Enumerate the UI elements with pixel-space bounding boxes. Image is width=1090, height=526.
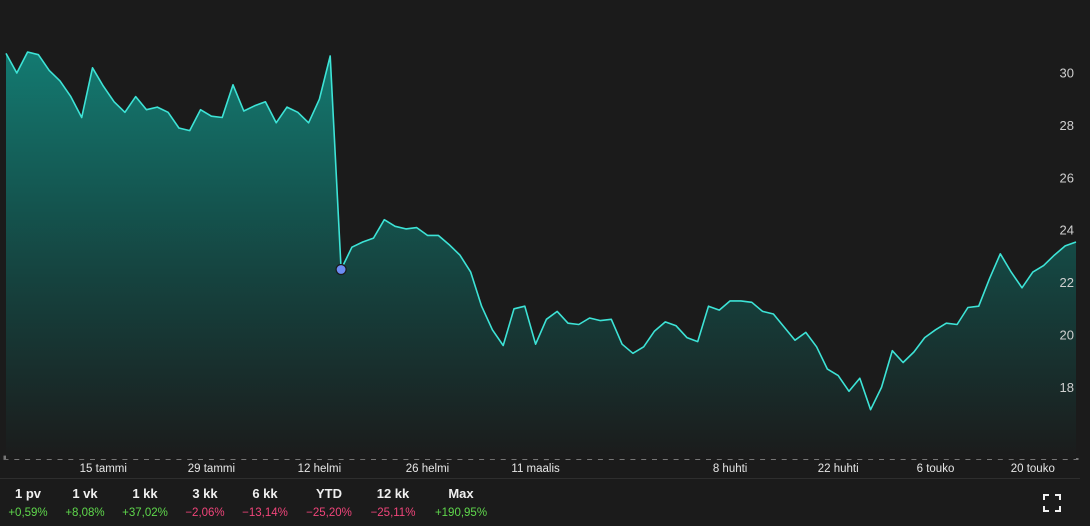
price-area bbox=[6, 52, 1076, 459]
period-max[interactable]: Max +190,95% bbox=[421, 484, 501, 522]
period-change: −25,11% bbox=[370, 507, 416, 519]
hover-marker[interactable] bbox=[335, 263, 347, 276]
period-change: +0,59% bbox=[8, 507, 48, 519]
period-6m[interactable]: 6 kk −13,14% bbox=[225, 484, 305, 522]
y-tick-label: 18 bbox=[1060, 380, 1074, 395]
period-1d[interactable]: 1 pv +0,59% bbox=[0, 484, 68, 522]
x-tick-label: 26 helmi bbox=[406, 463, 449, 475]
y-tick-label: 26 bbox=[1060, 170, 1074, 185]
divider bbox=[0, 478, 1080, 479]
period-label: 1 pv bbox=[14, 486, 41, 501]
period-label: 1 vk bbox=[72, 486, 98, 501]
x-tick-label: 20 touko bbox=[1011, 463, 1055, 475]
period-3m[interactable]: 3 kk −2,06% bbox=[165, 484, 245, 522]
period-change: +8,08% bbox=[65, 507, 105, 519]
y-tick-label: 22 bbox=[1060, 275, 1074, 290]
x-tick-label: 29 tammi bbox=[188, 463, 235, 475]
x-axis: 15 tammi 29 tammi 12 helmi 26 helmi 11 maali… bbox=[80, 463, 1055, 475]
period-label: 1 kk bbox=[132, 486, 158, 501]
period-ytd[interactable]: YTD −25,20% bbox=[289, 484, 369, 522]
period-1w[interactable]: 1 vk +8,08% bbox=[45, 484, 125, 522]
price-chart[interactable]: 18 20 22 24 26 28 30 15 tammi 29 tammi 12 helmi 2… bbox=[0, 0, 1090, 480]
y-tick-label: 28 bbox=[1060, 118, 1074, 133]
period-change: −25,20% bbox=[306, 507, 352, 519]
y-tick-label: 30 bbox=[1060, 66, 1074, 81]
x-tick-label: 12 helmi bbox=[298, 463, 341, 475]
y-tick-label: 20 bbox=[1060, 328, 1074, 343]
x-tick-label: 11 maalis bbox=[511, 463, 560, 475]
period-change: −13,14% bbox=[242, 507, 288, 519]
period-label: Max bbox=[448, 486, 474, 501]
period-selector: 1 pv +0,59% 1 vk +8,08% 1 kk +37,02% 3 k… bbox=[0, 484, 600, 524]
y-tick-label: 24 bbox=[1060, 223, 1074, 238]
period-change: +37,02% bbox=[122, 507, 168, 519]
x-tick-label: 6 touko bbox=[917, 463, 955, 475]
period-12m[interactable]: 12 kk −25,11% bbox=[353, 484, 433, 522]
period-label: 3 kk bbox=[192, 486, 218, 501]
period-label: 12 kk bbox=[376, 486, 410, 501]
x-tick-label: 15 tammi bbox=[80, 463, 127, 475]
x-tick-label: 22 huhti bbox=[818, 463, 859, 475]
period-change: −2,06% bbox=[185, 507, 225, 519]
period-label: 6 kk bbox=[252, 486, 278, 501]
y-axis: 18 20 22 24 26 28 30 bbox=[1060, 66, 1074, 395]
period-change: +190,95% bbox=[434, 507, 488, 519]
price-line[interactable] bbox=[5, 51, 1077, 411]
period-1m[interactable]: 1 kk +37,02% bbox=[105, 484, 185, 522]
period-label: YTD bbox=[316, 486, 342, 501]
x-tick-label: 8 huhti bbox=[713, 463, 748, 475]
fullscreen-icon[interactable] bbox=[1042, 493, 1062, 513]
